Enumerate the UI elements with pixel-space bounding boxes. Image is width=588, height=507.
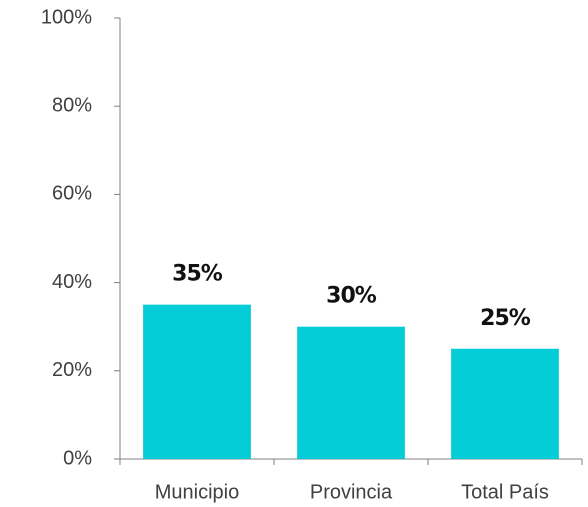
y-tick-label: 60% — [52, 183, 92, 205]
y-tick-label: 0% — [63, 447, 92, 469]
bar — [451, 348, 559, 459]
bar — [297, 326, 405, 459]
x-tick-label: Total País — [461, 481, 549, 503]
y-tick-label: 40% — [52, 271, 92, 293]
y-tick-label: 100% — [41, 6, 92, 28]
y-tick-label: 80% — [52, 94, 92, 116]
bar — [143, 304, 251, 459]
value-label: 35% — [172, 262, 223, 287]
x-tick-label: Provincia — [310, 481, 393, 503]
y-tick-label: 20% — [52, 359, 92, 381]
x-tick-label: Municipio — [155, 481, 239, 503]
value-label: 25% — [480, 306, 531, 331]
value-label: 30% — [326, 284, 377, 309]
